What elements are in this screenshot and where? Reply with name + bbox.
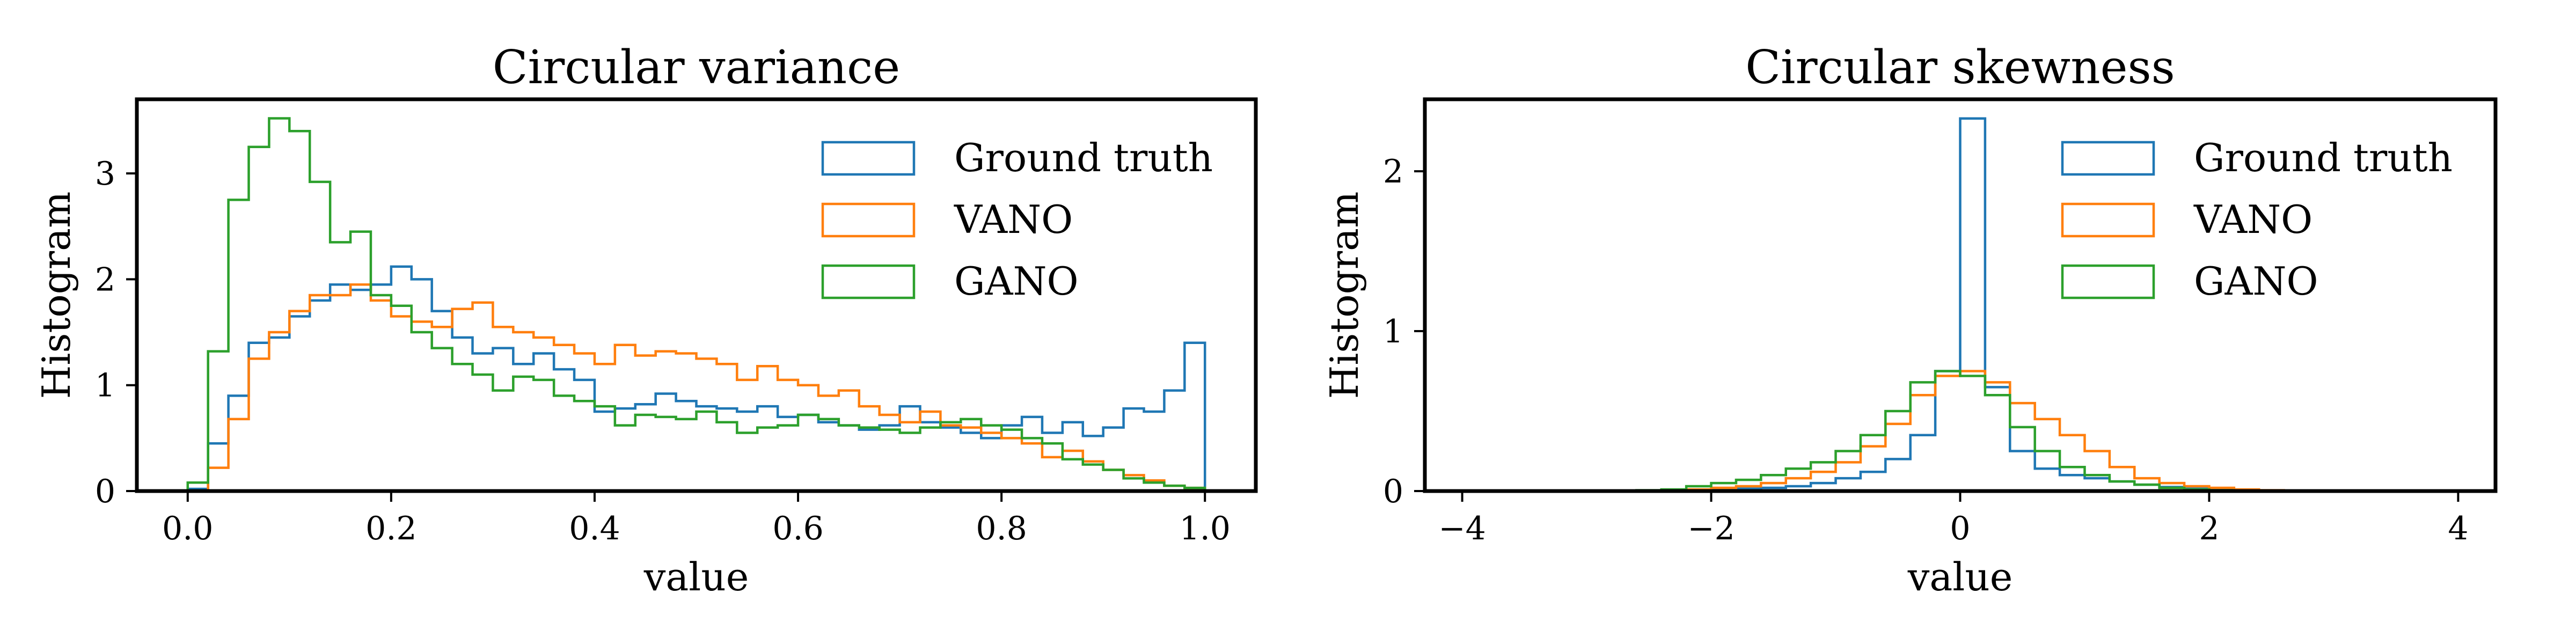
x-tick-label: 0.2 xyxy=(365,510,416,547)
legend-item: GANO xyxy=(821,259,1079,304)
plot-frame xyxy=(135,97,1258,493)
x-tick-label: 1.0 xyxy=(1180,510,1231,547)
y-axis-label: Histogram xyxy=(1322,192,1367,399)
y-tick-label: 0 xyxy=(95,473,115,510)
chart-1: 0.0 0.2 0.4 0.6 0.8 1.0 0 1 2 3 Circular variance v… xyxy=(34,41,1258,599)
legend-item: Ground truth xyxy=(2061,135,2453,180)
x-axis-label: value xyxy=(1907,554,2013,599)
legend: Ground truth VANO GANO xyxy=(821,135,1213,304)
legend-label: Ground truth xyxy=(2194,135,2453,180)
y-tick-label: 2 xyxy=(1383,153,1403,191)
legend-item: Ground truth xyxy=(821,135,1213,180)
chart-2: −4 −2 0 2 4 0 1 2 Circular skewness value Histogra… xyxy=(1322,41,2498,599)
legend-swatch xyxy=(821,264,916,299)
histogram-series-line xyxy=(1635,370,2285,491)
x-tick-label: 0.0 xyxy=(162,510,213,547)
legend-swatch xyxy=(2061,141,2155,176)
x-tick-label: −4 xyxy=(1438,510,1485,547)
legend-item: GANO xyxy=(2061,259,2318,304)
x-tick-label: 0.4 xyxy=(569,510,620,547)
chart-title: Circular variance xyxy=(493,41,900,94)
legend-swatch xyxy=(2061,202,2155,238)
chart-title: Circular skewness xyxy=(1745,41,2175,94)
legend-label: GANO xyxy=(954,259,1079,304)
legend-item: VANO xyxy=(821,197,1073,242)
y-tick-label: 0 xyxy=(1383,473,1403,510)
histogram-series-line xyxy=(186,117,1206,491)
y-tick-label: 2 xyxy=(95,261,115,298)
y-axis-label: Histogram xyxy=(34,192,79,399)
plot-area xyxy=(1635,117,2285,491)
plot-area xyxy=(186,117,1206,491)
x-tick-label: 0 xyxy=(1950,510,1970,547)
histogram-series-line xyxy=(1636,117,2285,491)
legend-item: VANO xyxy=(2061,197,2312,242)
y-tick-label: 1 xyxy=(1383,313,1403,350)
legend: Ground truth VANO GANO xyxy=(2061,135,2453,304)
legend-label: GANO xyxy=(2194,259,2318,304)
x-tick-label: 0.6 xyxy=(772,510,823,547)
histogram-series-line xyxy=(187,283,1206,491)
legend-label: VANO xyxy=(954,197,1073,242)
legend-swatch xyxy=(821,141,916,176)
x-tick-label: 2 xyxy=(2199,510,2219,547)
legend-swatch xyxy=(2061,264,2155,299)
legend-label: VANO xyxy=(2193,197,2312,242)
x-tick-label: 0.8 xyxy=(976,510,1027,547)
y-tick-label: 3 xyxy=(95,155,115,193)
x-axis-label: value xyxy=(643,554,749,599)
x-tick-label: 4 xyxy=(2448,510,2468,547)
legend-label: Ground truth xyxy=(954,135,1213,180)
x-tick-label: −2 xyxy=(1687,510,1735,547)
legend-swatch xyxy=(821,202,916,238)
histogram-series-line xyxy=(1636,370,2285,491)
y-tick-label: 1 xyxy=(95,367,115,405)
